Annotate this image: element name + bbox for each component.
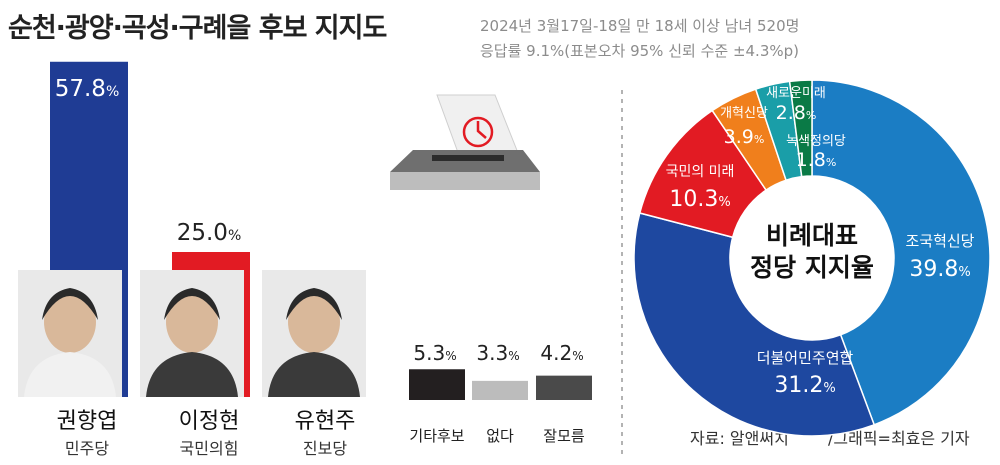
slice-label: 더불어민주연합: [757, 349, 854, 367]
source-credit: 자료: 알앤써치: [690, 429, 789, 448]
slice-label: 조국혁신당: [905, 232, 974, 250]
response-bar: [409, 369, 465, 400]
candidate-name: 권향엽: [57, 409, 118, 434]
candidate-party: 민주당: [65, 439, 109, 458]
response-bar: [536, 375, 592, 400]
slice-label: 녹색정의당: [786, 134, 846, 149]
candidate-value-label: 57.8%: [55, 76, 120, 102]
candidate-name: 유현주: [295, 409, 356, 434]
candidate-photo: [262, 270, 366, 397]
survey-info-line1: 2024년 3월17일-18일 만 18세 이상 남녀 520명: [480, 17, 800, 35]
donut-hole: [730, 176, 894, 340]
candidate-name: 이정현: [179, 409, 240, 434]
candidate-value-label: 25.0%: [177, 220, 242, 246]
response-category-label: 기타후보: [409, 427, 464, 445]
response-bar: [472, 380, 528, 400]
candidate-party: 국민의힘: [180, 439, 239, 458]
ballot-box-icon: [390, 94, 540, 190]
candidate-photo: [18, 270, 122, 397]
slice-label: 개혁신당: [720, 106, 768, 121]
slice-label: 새로운미래: [766, 86, 826, 101]
donut-title-line2: 정당 지지율: [750, 253, 874, 282]
response-value-label: 4.2%: [540, 341, 583, 365]
slice-label: 국민의 미래: [666, 164, 735, 180]
survey-info-line2: 응답률 9.1%(표본오차 95% 신뢰 수준 ±4.3%p): [480, 42, 799, 60]
candidate-photo: [140, 270, 244, 397]
response-category-label: 잘모름: [543, 427, 585, 445]
response-value-label: 5.3%: [413, 341, 456, 365]
page-title: 순천·광양·곡성·구례을 후보 지지도: [8, 13, 387, 44]
response-value-label: 3.3%: [476, 341, 519, 365]
response-category-label: 없다: [486, 427, 514, 445]
candidate-party: 진보당: [303, 439, 347, 458]
graphic-credit: /그래픽=최효은 기자: [828, 429, 970, 448]
donut-center-label: 비례대표 정당 지지율: [750, 221, 874, 282]
donut-title-line1: 비례대표: [766, 221, 858, 250]
